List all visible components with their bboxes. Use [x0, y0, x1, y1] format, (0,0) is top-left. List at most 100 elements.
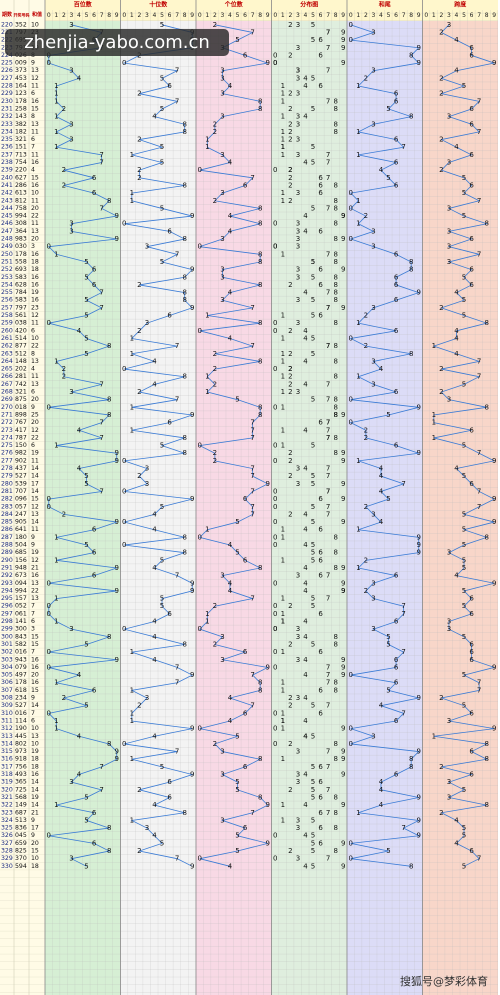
- trend-digit: 9: [190, 862, 194, 870]
- sum: 6: [31, 442, 35, 449]
- trend-digit: 8: [182, 235, 186, 243]
- trend-digit: 4: [379, 801, 384, 809]
- trend-digit: 9: [114, 212, 118, 220]
- sum: 22: [31, 587, 39, 594]
- trend-digit: 5: [160, 442, 164, 450]
- sum: 6: [31, 717, 35, 724]
- distribution-digit: 5: [311, 350, 315, 358]
- trend-digit: 5: [386, 847, 390, 855]
- digit-header: 2: [62, 12, 66, 19]
- trend-digit: 2: [213, 640, 217, 648]
- sum: 19: [31, 549, 39, 556]
- trend-digit: 6: [394, 656, 399, 664]
- trend-digit: 6: [469, 595, 474, 603]
- distribution-digit: 7: [326, 304, 330, 312]
- draw-number: 994: [15, 213, 27, 220]
- distribution-digit: 1: [281, 82, 285, 90]
- digit-header: 7: [100, 12, 104, 19]
- draw-number: 016: [15, 649, 27, 656]
- trend-digit: 2: [137, 472, 141, 480]
- trend-digit: 9: [190, 725, 194, 733]
- sum: 12: [31, 557, 39, 564]
- distribution-digit: 2: [288, 120, 292, 128]
- distribution-digit: 5: [311, 396, 315, 404]
- distribution-digit: 6: [318, 174, 323, 182]
- trend-digit: 4: [379, 702, 384, 710]
- trend-line: [432, 24, 496, 867]
- trend-digit: 5: [160, 143, 164, 151]
- draw-number: 725: [15, 786, 27, 793]
- distribution-digit: 4: [303, 579, 308, 587]
- trend-digit: 0: [198, 243, 202, 251]
- sum: 10: [31, 335, 39, 342]
- trend-digit: 2: [364, 503, 368, 511]
- trend-digit: 1: [356, 564, 360, 572]
- trend-digit: 3: [69, 778, 73, 786]
- distribution-digit: 3: [296, 136, 300, 144]
- trend-digit: 0: [47, 503, 51, 511]
- distribution-digit: 1: [281, 373, 285, 381]
- trend-digit: 2: [137, 281, 141, 289]
- sum: 13: [31, 580, 39, 587]
- distribution-digit: 3: [296, 227, 300, 235]
- distribution-digit: 4: [303, 832, 308, 840]
- trend-digit: 3: [69, 67, 73, 75]
- period: 328: [1, 848, 13, 855]
- trend-digit: 7: [99, 786, 103, 794]
- trend-digit: 3: [69, 136, 73, 144]
- trend-digit: 1: [356, 197, 360, 205]
- period: 273: [1, 427, 13, 434]
- trend-digit: 5: [84, 793, 88, 801]
- trend-digit: 5: [386, 105, 390, 113]
- trend-digit: 8: [107, 396, 111, 404]
- trend-digit: 7: [175, 855, 179, 863]
- trend-digit: 5: [235, 396, 239, 404]
- distribution-digit: 4: [303, 426, 308, 434]
- distribution-digit: 1: [281, 595, 285, 603]
- distribution-digit: 0: [273, 602, 277, 610]
- trend-digit: 8: [409, 51, 413, 59]
- period: 311: [1, 717, 13, 724]
- trend-digit: 6: [167, 419, 172, 427]
- trend-digit: 3: [145, 480, 149, 488]
- distribution-digit: 4: [303, 564, 308, 572]
- trend-digit: 6: [394, 388, 399, 396]
- trend-digit: 3: [69, 21, 73, 29]
- period: 309: [1, 702, 13, 709]
- draw-number: 659: [15, 840, 27, 847]
- trend-digit: 7: [99, 289, 103, 297]
- trend-digit: 1: [54, 679, 58, 687]
- trend-digit: 0: [47, 602, 51, 610]
- distribution-digit: 4: [303, 732, 308, 740]
- section-title: 个位数: [224, 1, 244, 9]
- distribution-digit: 1: [281, 312, 285, 320]
- trend-digit: 6: [394, 181, 399, 189]
- trend-digit: 1: [432, 419, 436, 427]
- draw-number: 812: [15, 197, 27, 204]
- trend-digit: 0: [349, 671, 353, 679]
- period: 260: [1, 327, 13, 334]
- distribution-digit: 7: [326, 487, 330, 495]
- trend-digit: 3: [220, 572, 224, 580]
- period: 287: [1, 534, 13, 541]
- trend-digit: 6: [469, 748, 474, 756]
- trend-digit: 4: [152, 801, 157, 809]
- period: 258: [1, 312, 13, 319]
- trend-digit: 3: [371, 227, 375, 235]
- period: 259: [1, 320, 13, 327]
- trend-digit: 3: [69, 220, 73, 228]
- trend-digit: 0: [47, 610, 51, 618]
- distribution-digit: 0: [273, 487, 277, 495]
- sum: 7: [31, 603, 35, 610]
- distribution-digit: 1: [281, 755, 285, 763]
- trend-digit: 8: [182, 289, 186, 297]
- distribution-digit: 6: [318, 82, 323, 90]
- trend-digit: 2: [364, 74, 368, 82]
- trend-digit: 9: [190, 304, 194, 312]
- distribution-digit: 2: [288, 602, 292, 610]
- digit-header: 0: [424, 12, 428, 19]
- distribution-digit: 6: [318, 763, 323, 771]
- digit-header: 7: [477, 12, 481, 19]
- draw-number: 373: [15, 67, 27, 74]
- trend-digit: 6: [469, 44, 474, 52]
